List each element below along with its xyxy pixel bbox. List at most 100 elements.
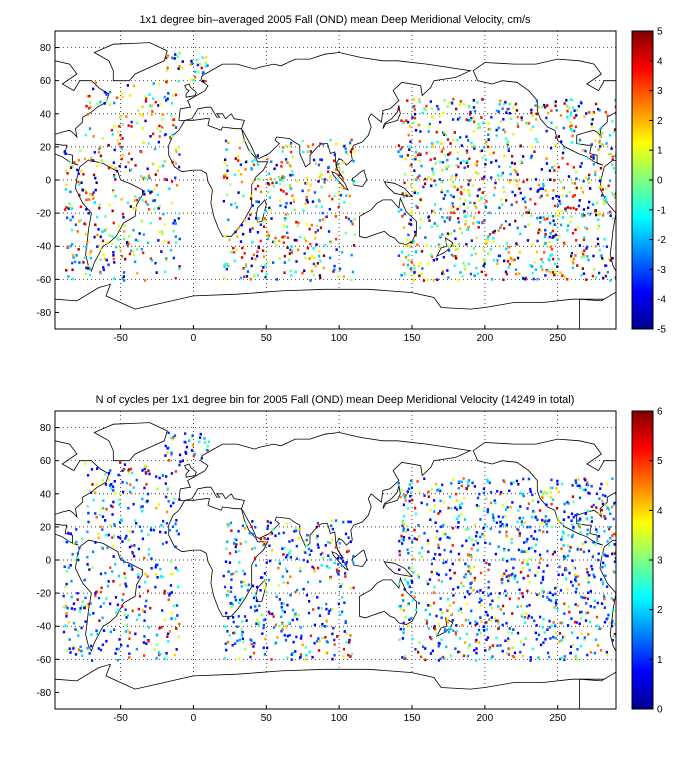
data-bin	[542, 182, 545, 186]
data-bin	[583, 249, 586, 252]
data-bin	[432, 601, 436, 605]
data-bin	[455, 508, 459, 511]
data-bin	[285, 624, 288, 628]
data-bin	[397, 107, 400, 111]
data-bin	[508, 647, 511, 651]
data-bin	[108, 103, 112, 106]
data-bin	[490, 161, 493, 164]
data-bin	[66, 245, 69, 249]
y-tick-label: -80	[37, 688, 52, 699]
data-bin	[600, 482, 603, 486]
data-bin	[173, 219, 176, 222]
data-bin	[128, 252, 132, 256]
data-bin	[278, 239, 281, 243]
data-bin	[426, 582, 430, 586]
data-bin	[305, 198, 308, 202]
data-bin	[542, 617, 545, 621]
data-bin	[128, 656, 131, 659]
data-bin	[307, 611, 311, 615]
data-bin	[255, 216, 258, 220]
data-bin	[507, 251, 510, 254]
data-bin	[397, 482, 400, 485]
data-bin	[96, 102, 99, 106]
coastline-madagascar	[255, 199, 267, 222]
data-bin	[267, 578, 271, 582]
data-bin	[118, 521, 122, 524]
data-bin	[105, 639, 108, 643]
data-bin	[254, 605, 257, 608]
data-bin	[145, 642, 148, 645]
data-bin	[415, 204, 418, 208]
data-bin	[541, 268, 544, 271]
data-bin	[459, 205, 462, 208]
data-bin	[237, 530, 240, 533]
data-bin	[553, 550, 556, 554]
data-bin	[443, 153, 447, 157]
data-bin	[520, 160, 523, 163]
data-bin	[477, 505, 480, 508]
data-bin	[440, 188, 444, 192]
data-bin	[432, 172, 435, 176]
data-bin	[451, 562, 454, 566]
data-bin	[148, 93, 151, 96]
data-bin	[597, 130, 600, 133]
data-bin	[554, 233, 557, 237]
data-bin	[595, 276, 598, 279]
data-bin	[605, 245, 608, 248]
data-bin	[402, 599, 405, 602]
data-bin	[512, 566, 515, 570]
data-bin	[299, 566, 302, 570]
data-bin	[472, 589, 475, 592]
data-bin	[156, 127, 159, 130]
data-bin	[69, 204, 72, 208]
data-bin	[528, 208, 531, 212]
data-bin	[164, 223, 167, 226]
data-bin	[489, 491, 493, 494]
data-bin	[468, 113, 472, 116]
data-bin	[253, 641, 256, 645]
data-bin	[457, 220, 460, 224]
data-bin	[147, 208, 151, 211]
data-bin	[205, 56, 208, 59]
data-bin	[122, 271, 126, 274]
data-bin	[499, 492, 502, 496]
data-bin	[516, 122, 519, 125]
data-bin	[96, 215, 99, 219]
data-bin	[554, 601, 557, 605]
data-bin	[508, 627, 511, 630]
data-bin	[596, 530, 599, 534]
data-bin	[241, 246, 244, 250]
data-bin	[141, 114, 144, 117]
data-bin	[486, 240, 489, 243]
data-bin	[156, 576, 159, 579]
data-bin	[603, 620, 607, 624]
data-bin	[327, 541, 330, 544]
data-bin	[118, 116, 121, 119]
data-bin	[567, 224, 570, 227]
data-bin	[435, 632, 438, 636]
data-bin	[486, 613, 489, 617]
data-bin	[181, 60, 184, 63]
data-bin	[590, 505, 593, 508]
data-bin	[236, 625, 239, 628]
data-bin	[95, 629, 98, 632]
data-bin	[539, 615, 542, 619]
data-bin	[447, 506, 450, 510]
data-bin	[608, 543, 611, 547]
data-bin	[349, 540, 352, 544]
data-bin	[571, 523, 574, 526]
data-bin	[530, 145, 533, 149]
data-bin	[408, 585, 411, 589]
data-bin	[535, 250, 539, 254]
data-bin	[459, 607, 463, 611]
data-bin	[126, 201, 130, 205]
data-bin	[89, 602, 92, 605]
data-bin	[407, 582, 410, 585]
data-bin	[72, 621, 76, 625]
data-bin	[571, 260, 574, 263]
data-bin	[488, 481, 491, 485]
data-bin	[594, 170, 597, 174]
data-bin	[603, 199, 607, 203]
data-bin	[557, 135, 560, 138]
